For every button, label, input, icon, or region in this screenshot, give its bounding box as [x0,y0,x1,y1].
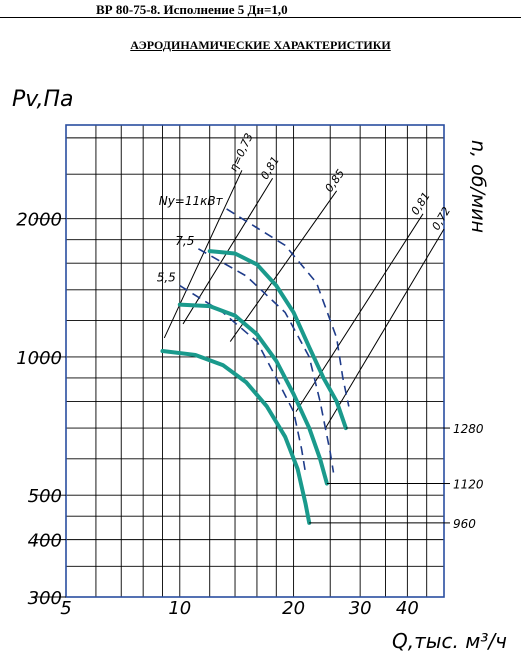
efficiency-line [325,228,445,429]
efficiency-lines: 0,810,810,850,72η=0,73 [163,131,453,429]
y-tick-label: 500 [28,486,62,507]
series-curve [207,249,348,431]
power-label: 5,5 [157,271,176,285]
y-tick-label: 2000 [16,210,62,231]
power-label: 7,5 [175,234,194,248]
efficiency-line [229,190,338,342]
y-axis-label: Pv,Па [12,87,74,112]
x-tick-label: 20 [282,598,305,619]
grid-layer [66,125,444,597]
plot-frame [65,124,445,598]
y-tick-label: 400 [28,531,62,552]
rpm-label: 1280 [453,422,484,436]
tick-labels: 5 10 20 30 40 300 400 500 1000 2000 [16,210,419,619]
efficiency-line [295,213,424,412]
rpm-label: 1120 [453,478,484,492]
efficiency-label: 0,81 [258,154,282,182]
efficiency-line [163,170,243,339]
rpm-leaders: 1280 1120 960 [309,422,484,531]
power-line [197,248,335,473]
chart-title: АЭРОДИНАМИЧЕСКИЕ ХАРАКТЕРИСТИКИ [130,38,391,52]
y-tick-label: 300 [28,588,62,609]
header-title: ВР 80-75-8. Исполнение 5 Дн=1,0 [96,2,288,17]
y-tick-label: 1000 [16,348,62,369]
right-axis-label: n, об/мин [467,140,489,233]
efficiency-label: 0,81 [409,190,433,218]
x-tick-label: 40 [396,598,419,619]
series-curve [160,349,312,525]
efficiency-label: 0,85 [322,167,347,195]
x-tick-label: 10 [168,598,191,619]
series-curve [177,302,329,486]
power-label: Ny=11кВт [159,194,224,208]
x-tick-label: 30 [349,598,372,619]
x-tick-label: 5 [60,598,71,619]
x-axis-label: Q,тыс. м³/ч [392,629,507,653]
header-rule [0,17,521,18]
rpm-label: 960 [453,517,476,531]
efficiency-label: 0,72 [429,205,453,233]
characteristic-curves [160,249,348,525]
